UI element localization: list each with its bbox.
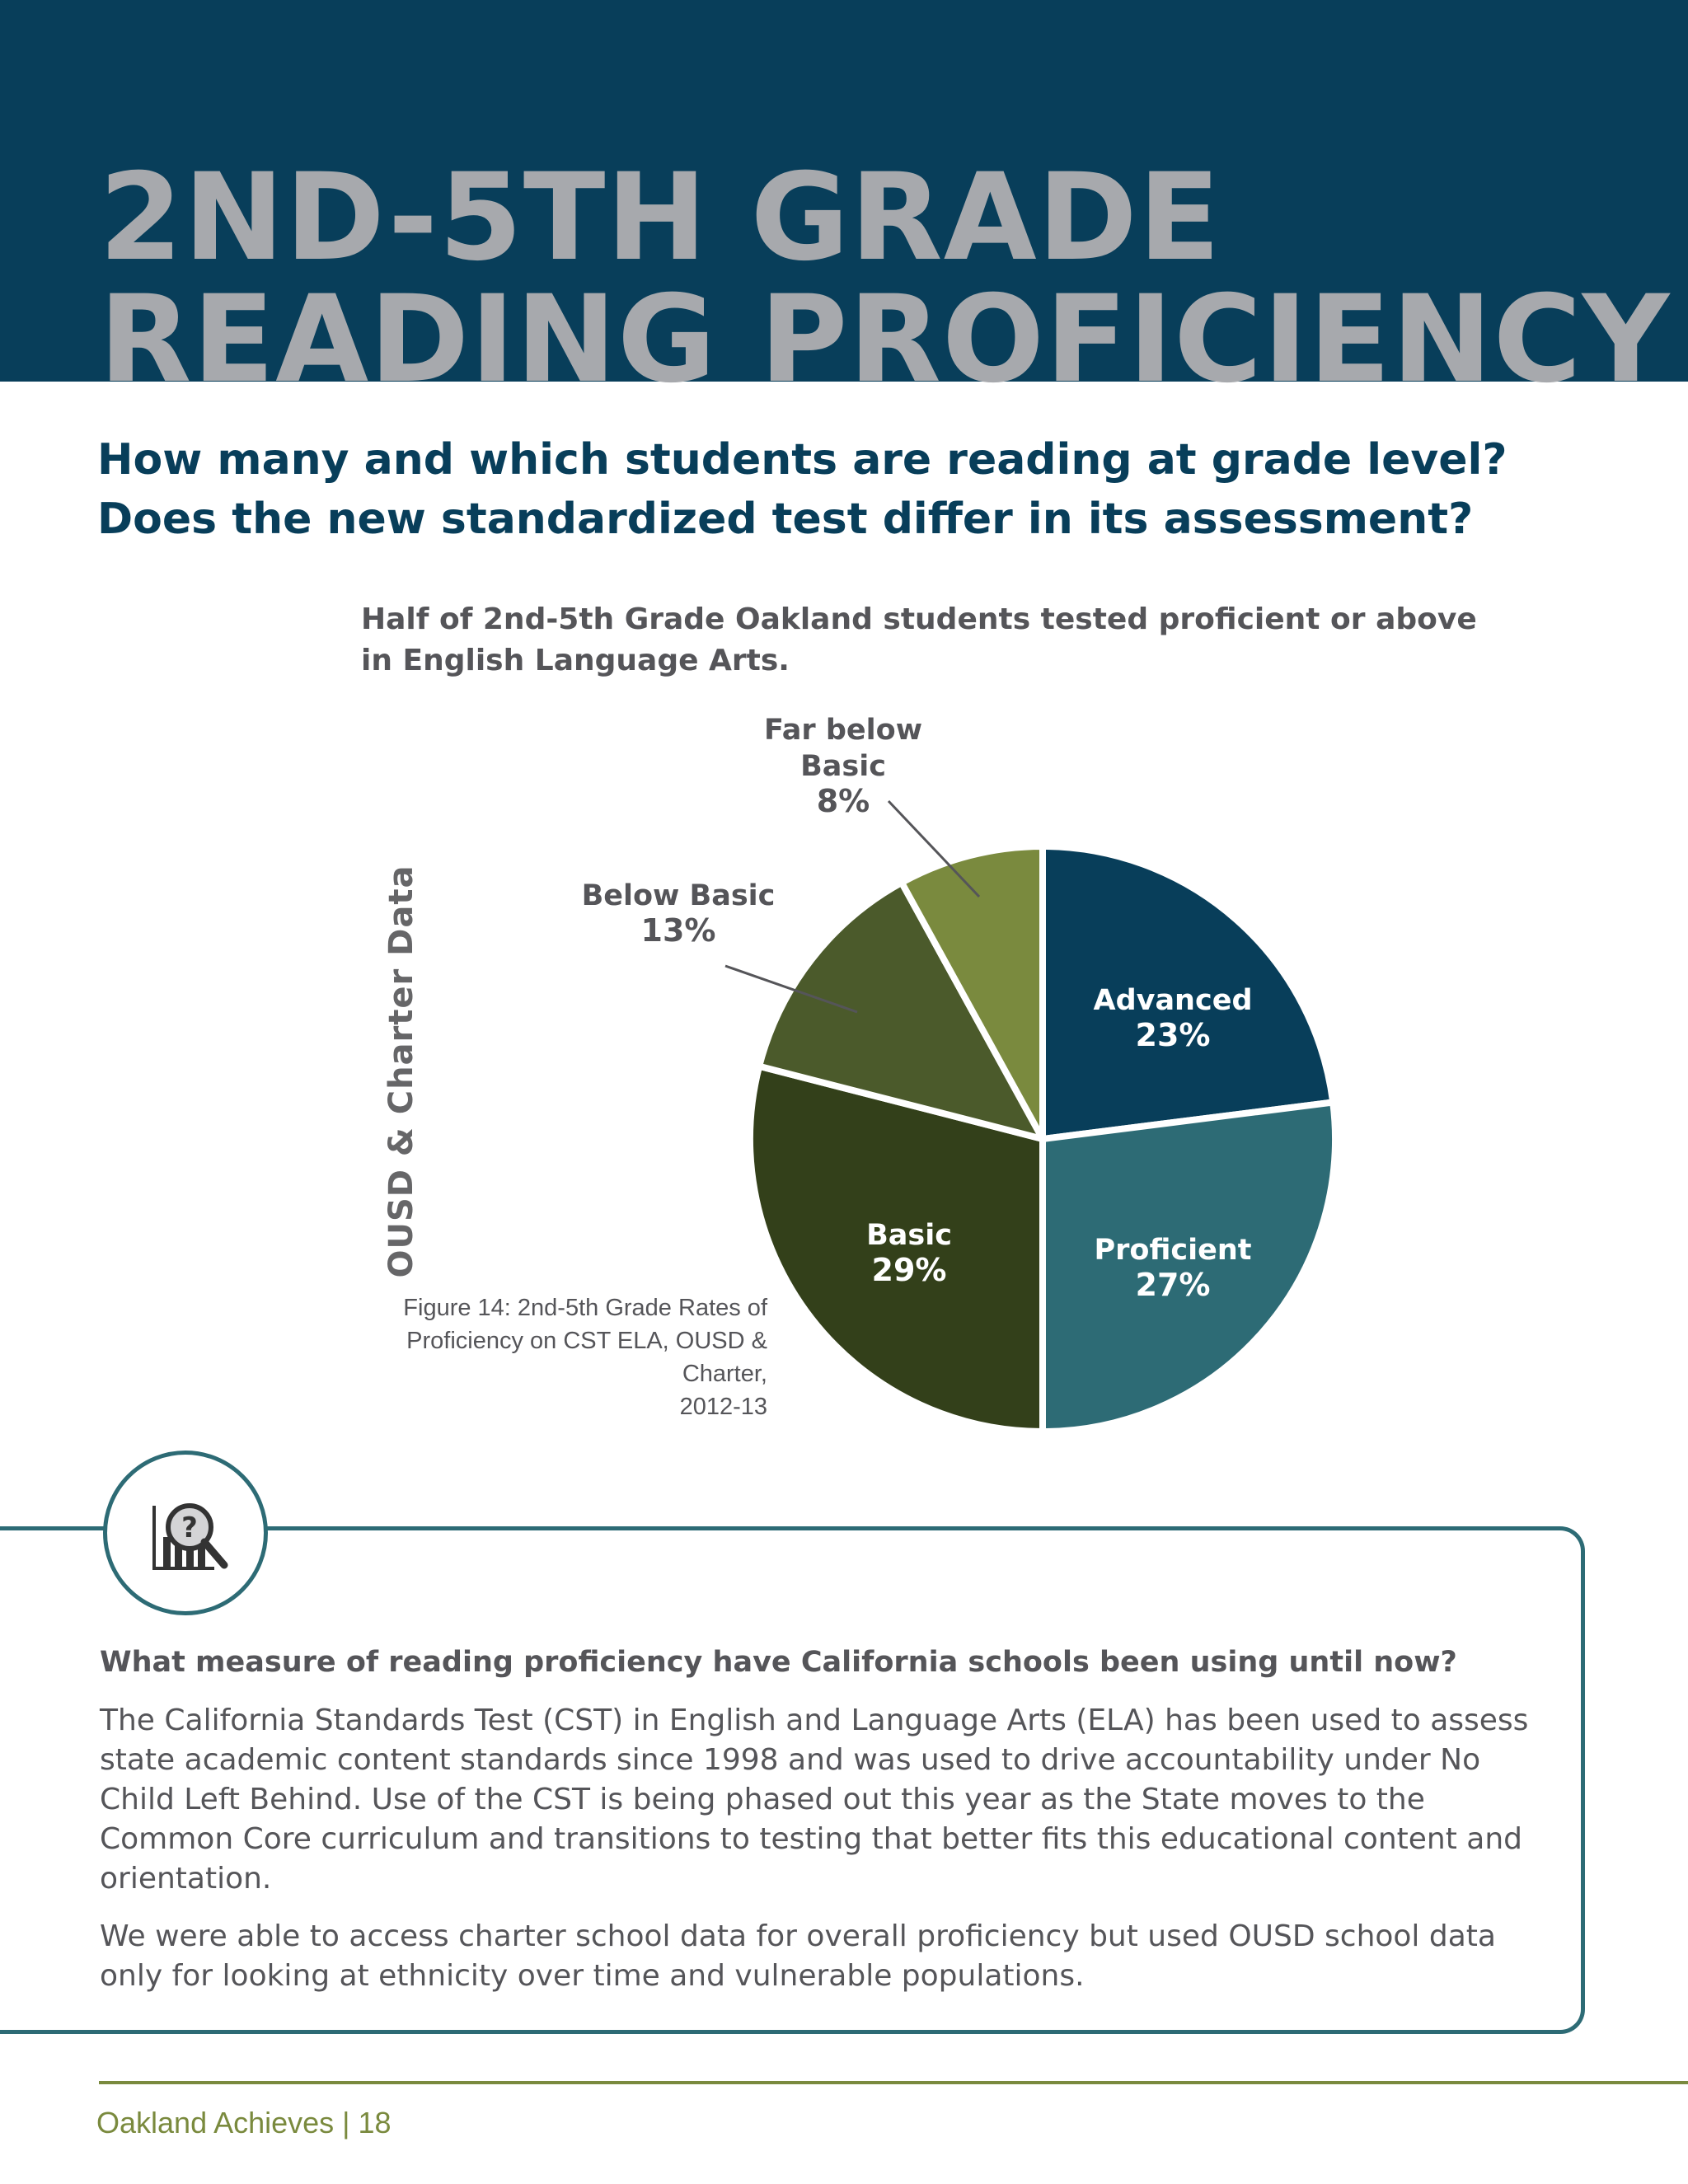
footer-text: Oakland Achieves | 18 — [96, 2106, 392, 2139]
subtitle-line1: How many and which students are reading … — [97, 435, 1507, 485]
page-title: 2ND-5TH GRADE READING PROFICIENCY — [99, 157, 1670, 401]
pie-slice-far-below-basic — [898, 843, 1046, 1142]
header-band — [0, 0, 1688, 382]
slice-value-basic: 29% — [872, 1252, 947, 1288]
slice-value-below-basic: 13% — [641, 912, 716, 949]
data-magnifier-question-icon: ? — [152, 1503, 228, 1570]
slice-label-below-basic: Below Basic — [582, 879, 776, 912]
slice-value-advanced: 23% — [1136, 1017, 1211, 1053]
pie-slice-advanced — [1039, 843, 1337, 1142]
leader-line-far-below-basic — [887, 799, 981, 898]
slice-value-far-below-basic: 8% — [817, 783, 870, 819]
question-mark-glyph: ? — [181, 1511, 198, 1544]
slice-label-far-below-basic-2: Basic — [800, 750, 886, 783]
info-heading: What measure of reading proficiency have… — [100, 1646, 1457, 1679]
info-paragraph-2: We were able to access charter school da… — [100, 1919, 1496, 1993]
slice-value-proficient: 27% — [1136, 1267, 1211, 1303]
pie-slice-proficient — [1039, 1099, 1339, 1435]
info-icon-badge: ? — [103, 1451, 268, 1615]
page-title-line2: READING PROFICIENCY — [99, 269, 1671, 410]
info-paragraph-1: The California Standards Test (CST) in E… — [100, 1704, 1529, 1896]
pie-slice-basic — [747, 1062, 1046, 1435]
figure-note-line3: 2012-13 — [679, 1394, 767, 1420]
footer-rule — [99, 2081, 1688, 2084]
leader-line-below-basic — [724, 964, 858, 1014]
slice-label-advanced: Advanced — [1093, 984, 1252, 1017]
slice-label-far-below-basic-1: Far below — [764, 714, 922, 747]
page-title-line1: 2ND-5TH GRADE — [99, 148, 1221, 288]
slice-label-basic: Basic — [866, 1219, 952, 1252]
chart-caption-line1: Half of 2nd-5th Grade Oakland students t… — [361, 602, 1477, 636]
slice-label-proficient: Proficient — [1094, 1234, 1251, 1267]
figure-note-line1: Figure 14: 2nd-5th Grade Rates of — [403, 1295, 767, 1321]
chart-caption: Half of 2nd-5th Grade Oakland students t… — [361, 599, 1477, 682]
subtitle-line2: Does the new standardized test differ in… — [97, 494, 1474, 544]
figure-note: Figure 14: 2nd-5th Grade Rates of Profici… — [339, 1291, 767, 1423]
info-box — [0, 1526, 1585, 2034]
chart-caption-line2: in English Language Arts. — [361, 644, 790, 677]
pie-slice-below-basic — [756, 879, 1046, 1142]
page-subtitle: How many and which students are reading … — [97, 430, 1507, 549]
figure-note-line2: Proficiency on CST ELA, OUSD & Charter, — [406, 1328, 767, 1387]
